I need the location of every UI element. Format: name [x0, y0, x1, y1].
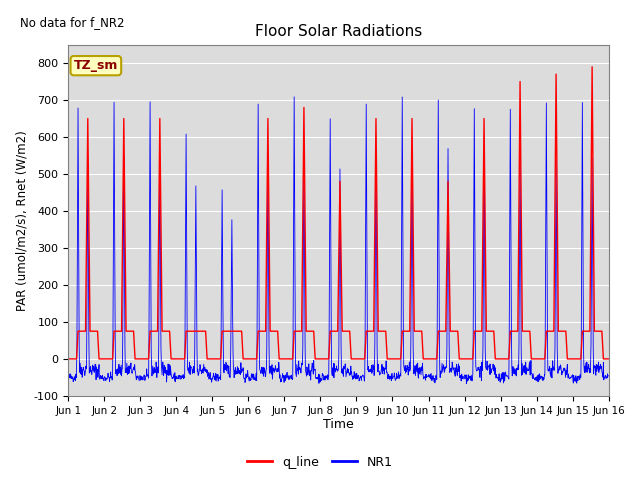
- q_line: [493, 356, 500, 362]
- NR1: [422, 375, 430, 381]
- Line: q_line: q_line: [68, 67, 608, 359]
- q_line: [422, 356, 429, 362]
- Legend: q_line, NR1: q_line, NR1: [243, 451, 397, 474]
- NR1: [493, 374, 501, 380]
- Y-axis label: PAR (umol/m2/s), Rnet (W/m2): PAR (umol/m2/s), Rnet (W/m2): [15, 130, 28, 311]
- NR1: [291, 94, 298, 100]
- Text: TZ_sm: TZ_sm: [74, 59, 118, 72]
- Title: Floor Solar Radiations: Floor Solar Radiations: [255, 24, 422, 39]
- Line: NR1: NR1: [68, 97, 608, 384]
- NR1: [245, 377, 253, 383]
- NR1: [172, 379, 179, 384]
- q_line: [65, 356, 72, 362]
- q_line: [184, 328, 192, 334]
- q_line: [245, 356, 253, 362]
- Text: No data for f_NR2: No data for f_NR2: [20, 16, 124, 29]
- NR1: [65, 373, 72, 379]
- NR1: [184, 367, 192, 372]
- q_line: [172, 356, 179, 362]
- q_line: [540, 356, 548, 362]
- NR1: [463, 381, 470, 386]
- q_line: [604, 356, 612, 362]
- X-axis label: Time: Time: [323, 419, 354, 432]
- q_line: [588, 64, 596, 70]
- NR1: [604, 373, 612, 379]
- NR1: [541, 372, 548, 378]
